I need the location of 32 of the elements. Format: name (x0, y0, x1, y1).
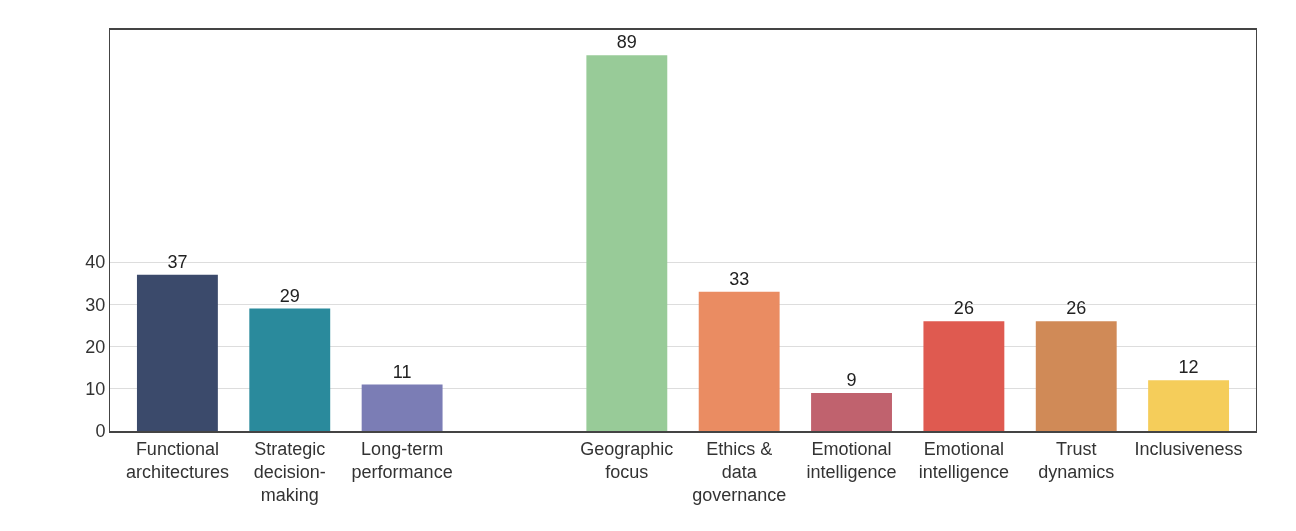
x-tick-label: Strategic decision-making (253, 438, 326, 506)
bar (811, 393, 892, 431)
bar (361, 384, 443, 431)
y-tick-label: 0 (95, 421, 106, 442)
data-label: 29 (279, 285, 300, 306)
x-tick-label: Inclusiveness (1134, 438, 1243, 459)
x-tick-label: Geographic focus (580, 438, 674, 482)
y-tick-label: 10 (85, 379, 106, 400)
bar (1035, 321, 1117, 431)
bar (586, 55, 668, 431)
data-label: 33 (729, 268, 750, 289)
x-tick-label: Long-term performance (351, 438, 453, 482)
data-label: 26 (953, 298, 974, 319)
y-tick-label: 20 (85, 336, 106, 357)
data-label: 37 (167, 251, 188, 272)
data-label: 12 (1178, 357, 1199, 378)
y-tick-label: 30 (85, 294, 106, 315)
x-tick-label: Trust dynamics (1038, 438, 1115, 482)
data-label: 9 (846, 370, 857, 391)
y-tick-label: 40 (85, 252, 106, 273)
bar (136, 274, 218, 431)
data-label: 11 (392, 361, 412, 382)
x-tick-label: Functional architectures (125, 438, 229, 482)
x-tick-label: Emotional intelligence (918, 438, 1009, 482)
bar (923, 321, 1005, 431)
data-label: 89 (616, 32, 637, 53)
x-tick-label: Emotional intelligence (806, 438, 897, 482)
data-label: 26 (1066, 298, 1087, 319)
bar (249, 308, 331, 431)
bar (698, 291, 780, 431)
x-tick-label: Ethics & data governance (692, 438, 787, 506)
bar (1148, 380, 1230, 431)
